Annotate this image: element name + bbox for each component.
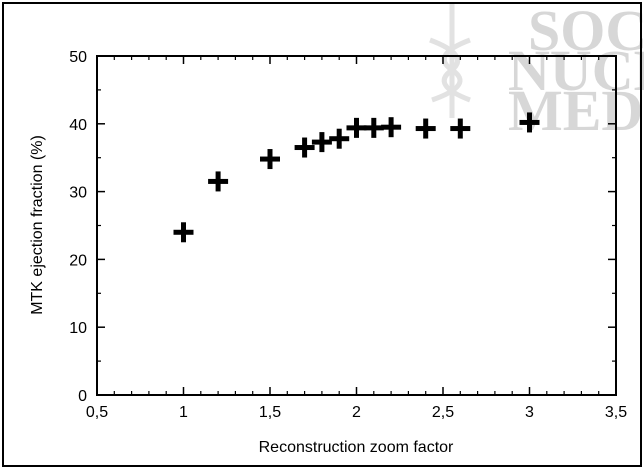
y-tick-label: 30 [69,185,87,202]
data-point [294,137,315,158]
data-points [173,112,540,243]
data-point [173,222,194,243]
x-tick-label: 1 [179,404,188,421]
data-point [329,128,350,149]
watermark-line-1: SOCI [528,0,644,63]
data-point [415,118,436,139]
data-point [260,149,280,170]
axes: 0,5 1 1,5 2 2,5 3 3,5 0 10 20 30 40 50 [69,49,627,421]
y-tick-label: 50 [69,49,87,66]
watermark-line-3: MEDI [508,78,644,143]
y-axis-label: MTK ejection fraction (%) [29,135,46,315]
x-tick-label: 1,5 [259,404,281,421]
x-tick-label: 2 [352,404,361,421]
data-point [208,171,229,192]
data-point [346,117,367,138]
watermark-line-2: NUCL [508,38,644,103]
data-point [381,117,402,138]
data-point [450,118,471,139]
watermark: SOCI NUCL MEDI [429,0,644,143]
caduceus-watermark-icon [429,2,471,118]
data-point [519,112,540,133]
y-tick-label: 20 [69,252,87,269]
x-tick-label: 0,5 [86,404,108,421]
data-point [363,117,384,138]
x-tick-label: 2,5 [432,404,454,421]
y-tick-label: 40 [69,117,87,134]
x-tick-label: 3 [525,404,534,421]
data-point [311,132,332,153]
x-axis-label: Reconstruction zoom factor [259,439,454,456]
y-tick-label: 0 [78,388,87,405]
y-tick-label: 10 [69,320,87,337]
x-tick-label: 3,5 [605,404,627,421]
